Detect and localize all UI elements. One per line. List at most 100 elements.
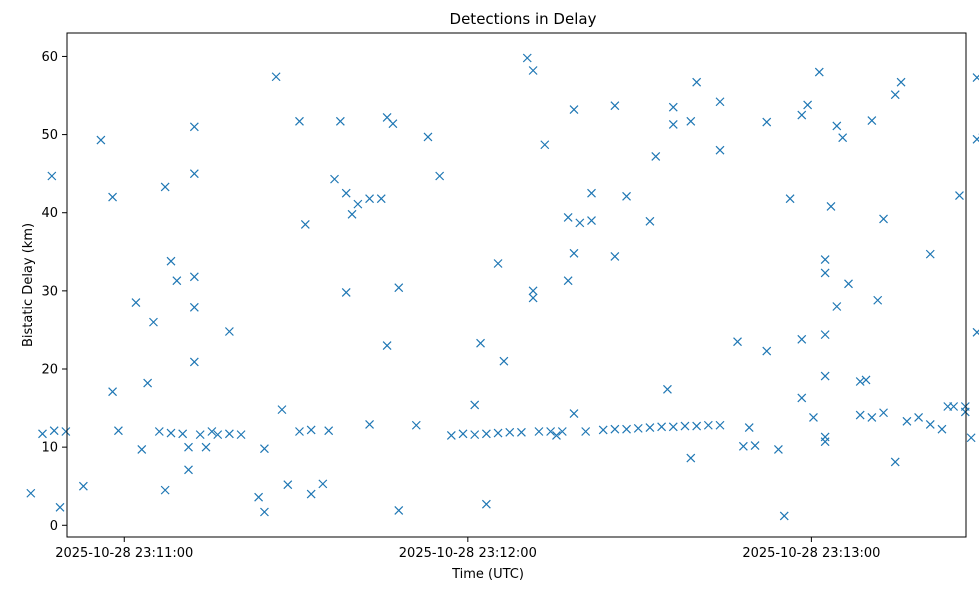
x-tick-label: 2025-10-28 23:11:00 (55, 546, 193, 561)
data-point (470, 430, 480, 440)
data-point (458, 429, 468, 439)
data-point (686, 453, 696, 463)
data-point (131, 298, 141, 308)
data-point (663, 384, 672, 394)
data-point (610, 252, 620, 261)
data-point (481, 429, 491, 439)
data-point (785, 194, 795, 204)
data-point (855, 410, 865, 420)
data-point (324, 426, 334, 436)
data-point (715, 97, 725, 107)
data-point (365, 420, 374, 429)
data-point (844, 279, 853, 289)
data-point (184, 465, 193, 475)
data-point (692, 77, 702, 87)
data-point (820, 437, 830, 447)
data-point (610, 101, 620, 111)
data-point (189, 302, 199, 312)
data-point (937, 424, 947, 434)
data-point (189, 169, 199, 179)
data-point (645, 216, 655, 226)
y-tick-label: 10 (41, 441, 58, 456)
data-point (376, 194, 386, 204)
plot-area-frame (66, 32, 967, 538)
data-point (668, 102, 678, 112)
data-point (966, 433, 976, 443)
data-point (703, 420, 713, 430)
data-point (972, 134, 979, 144)
data-point (108, 192, 118, 202)
data-point (522, 53, 532, 63)
data-point (569, 409, 579, 418)
data-point (528, 286, 538, 296)
data-point (306, 425, 316, 435)
data-point (563, 276, 573, 286)
data-point (335, 116, 345, 126)
y-tick-label: 40 (41, 206, 58, 221)
data-point (750, 441, 760, 451)
data-point (879, 214, 888, 224)
data-point (47, 171, 57, 181)
data-point (172, 276, 182, 286)
data-point (680, 421, 690, 431)
data-point (546, 427, 556, 436)
data-point (341, 287, 351, 297)
data-point (838, 133, 848, 143)
data-point (394, 283, 404, 293)
y-axis-ticks: 0 10 20 30 40 50 60 (41, 50, 67, 534)
data-point (733, 337, 742, 347)
data-point (49, 426, 59, 436)
data-point (470, 400, 480, 410)
x-axis-ticks: 2025-10-28 23:11:00 2025-10-28 23:12:00 20… (55, 537, 880, 561)
data-point (61, 427, 71, 436)
data-point (797, 110, 807, 120)
data-point (855, 377, 865, 386)
data-point (569, 105, 579, 115)
y-tick-label: 0 (50, 519, 58, 534)
data-point (300, 220, 310, 229)
data-point (516, 427, 526, 437)
data-point (260, 507, 269, 517)
data-point (96, 135, 106, 145)
data-point (569, 248, 579, 258)
data-point (166, 256, 176, 266)
data-point (773, 445, 783, 454)
data-point (879, 408, 888, 418)
y-tick-label: 60 (41, 50, 58, 65)
x-tick-label: 2025-10-28 23:13:00 (742, 546, 880, 561)
data-point (178, 429, 188, 439)
data-point (686, 116, 696, 126)
data-point (499, 356, 509, 366)
x-tick-label: 2025-10-28 23:12:00 (399, 546, 537, 561)
data-point (166, 428, 176, 438)
data-point (295, 427, 304, 436)
data-point (873, 295, 883, 305)
data-point (476, 338, 485, 348)
data-point (283, 480, 293, 490)
data-point (26, 488, 36, 498)
x-axis-label: Time (UTC) (451, 567, 524, 582)
data-point (160, 182, 170, 192)
data-point (189, 122, 199, 132)
scatter-points (26, 53, 979, 521)
data-point (318, 479, 328, 489)
data-point (587, 188, 596, 198)
data-point (505, 427, 515, 437)
data-point (271, 72, 281, 82)
data-point (598, 425, 608, 435)
data-point (575, 218, 585, 228)
data-point (820, 255, 830, 265)
data-point (528, 66, 538, 75)
data-point (201, 442, 211, 452)
data-point (563, 212, 573, 222)
data-point (108, 387, 118, 397)
data-point (715, 420, 725, 430)
data-point (411, 420, 421, 430)
data-point (254, 492, 264, 502)
data-point (715, 145, 725, 155)
data-point (236, 430, 246, 440)
data-point (955, 191, 964, 200)
data-point (861, 375, 871, 385)
data-point (633, 423, 643, 433)
